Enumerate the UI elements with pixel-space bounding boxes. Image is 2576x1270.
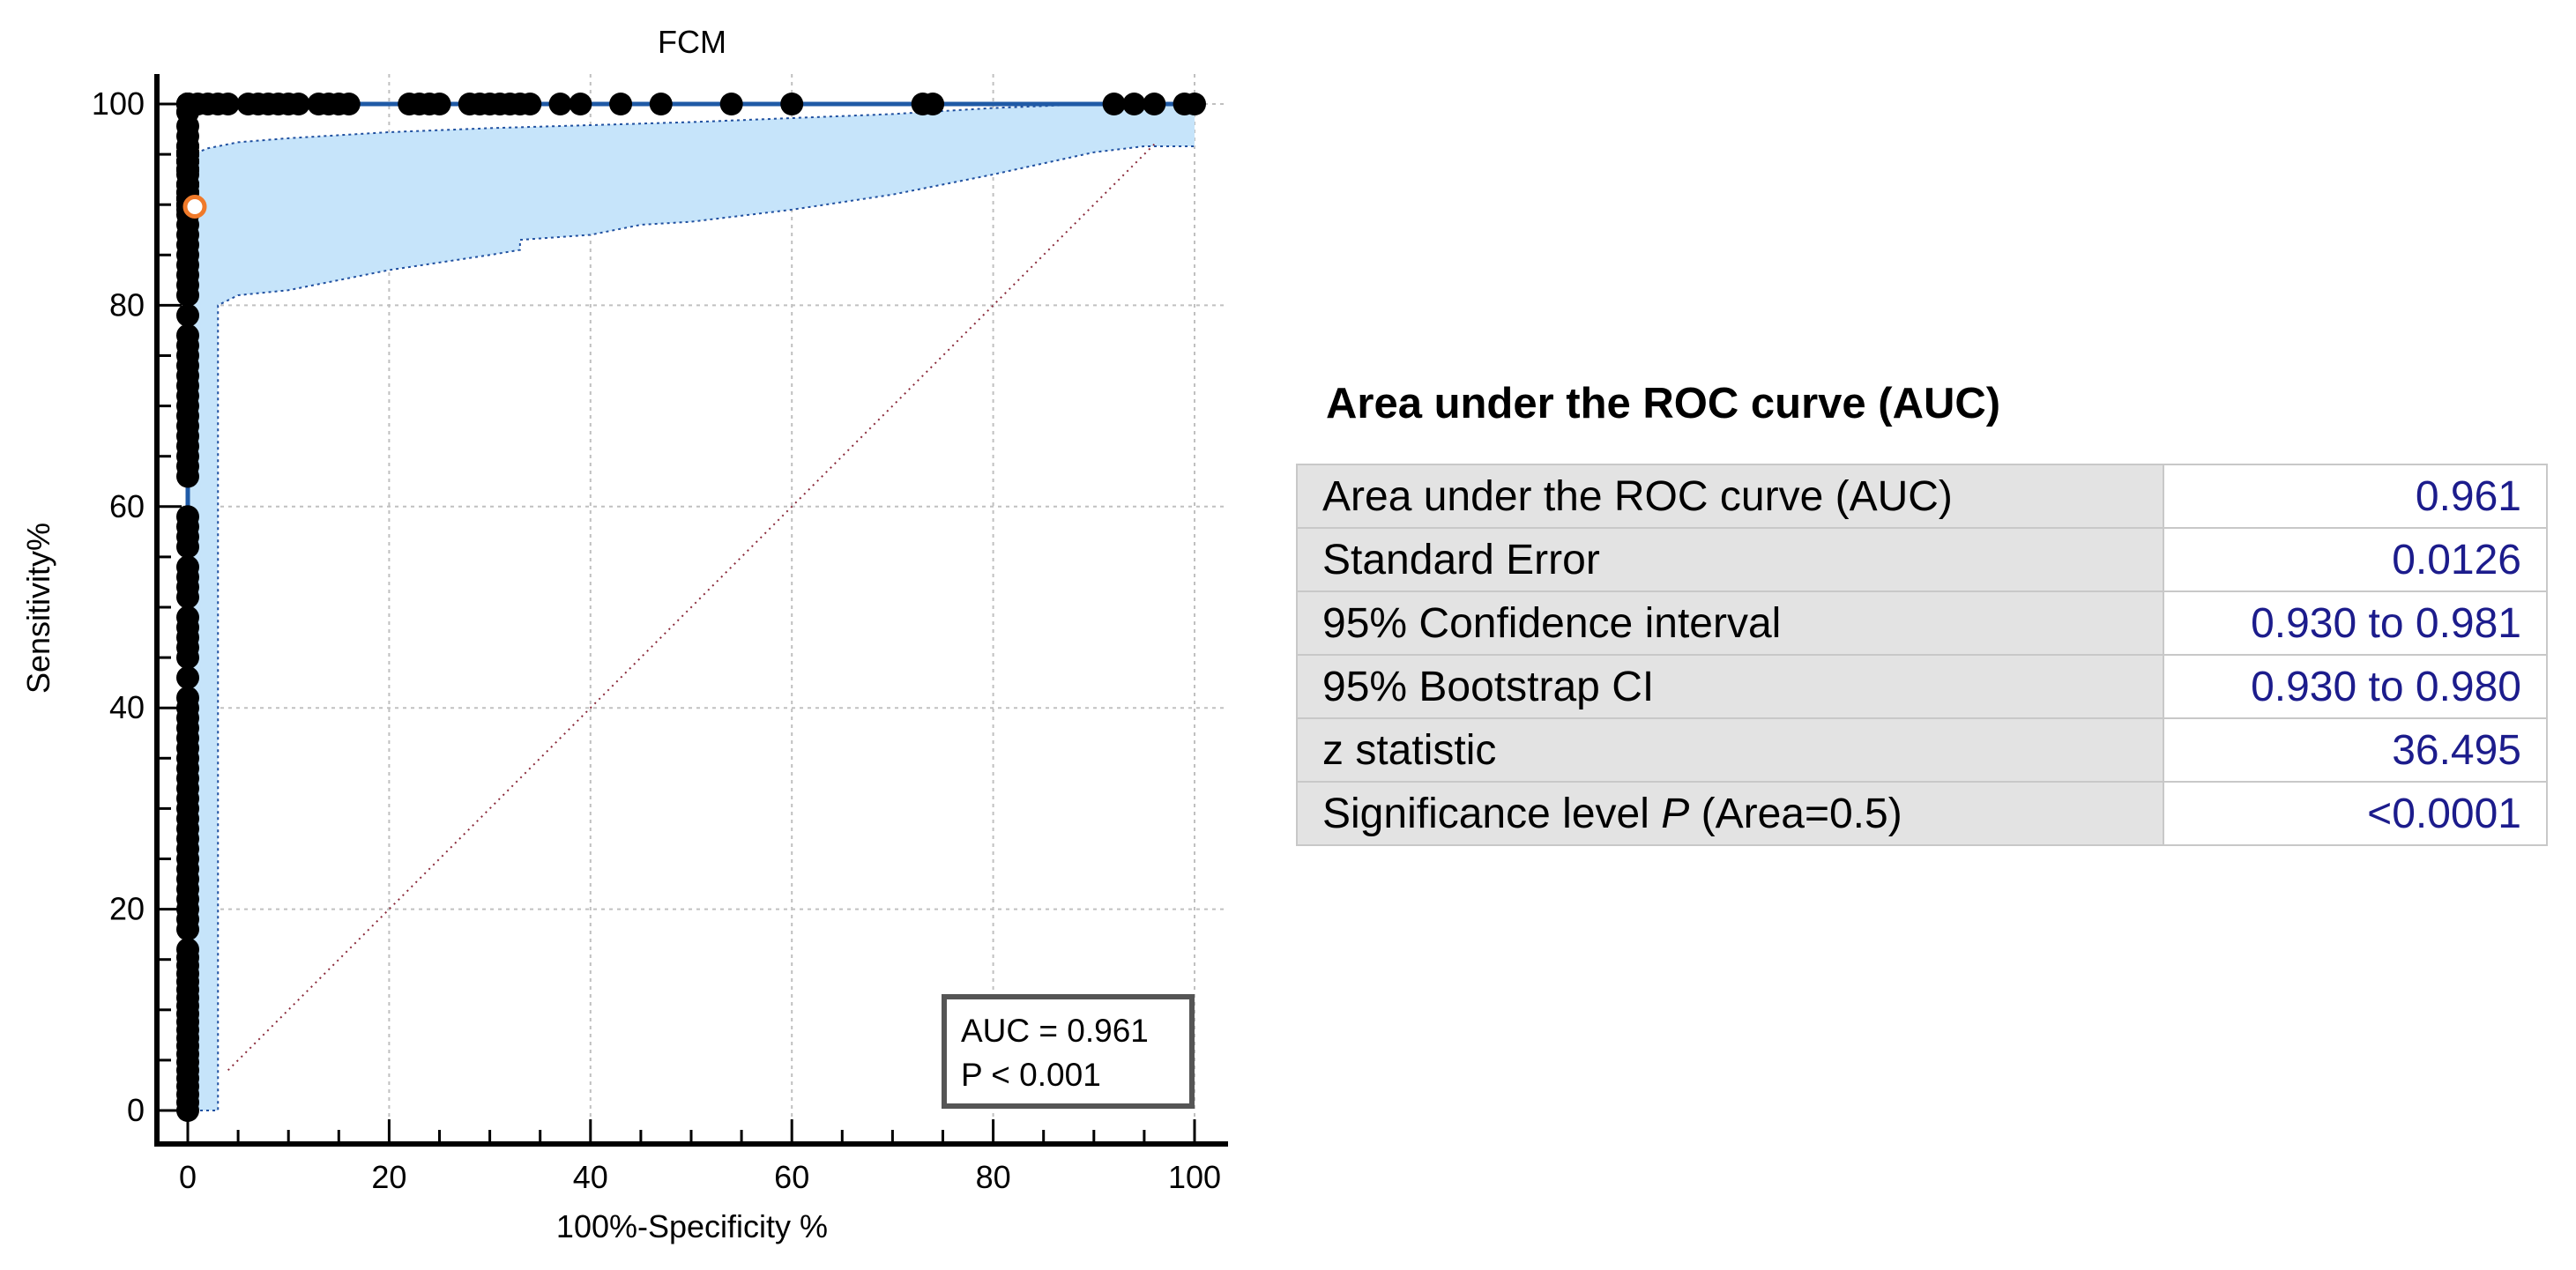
y-tick-label: 100 <box>92 85 145 122</box>
roc-data-point <box>176 505 199 529</box>
table-row: Standard Error 0.0126 <box>1296 527 2548 592</box>
row-value: 36.495 <box>2163 717 2548 783</box>
x-tick-label: 0 <box>179 1159 197 1195</box>
table-row: 95% Confidence interval 0.930 to 0.981 <box>1296 590 2548 656</box>
row-label: z statistic <box>1296 717 2164 783</box>
auc-legend-box <box>942 994 1195 1109</box>
significance-label-italic: P <box>1661 790 1690 837</box>
roc-data-point <box>1122 93 1146 115</box>
roc-data-point <box>428 93 451 115</box>
row-value: 0.930 to 0.980 <box>2163 654 2548 719</box>
x-tick-label: 20 <box>371 1159 406 1195</box>
axes <box>154 74 1228 1147</box>
table-row: z statistic 36.495 <box>1296 717 2548 783</box>
y-axis-label: Sensitivity% <box>20 523 56 694</box>
significance-label: Significance level P (Area=0.5) <box>1296 781 2164 846</box>
roc-data-point <box>719 93 743 115</box>
chart-title: FCM <box>658 24 726 60</box>
x-axis-label: 100%-Specificity % <box>556 1208 828 1244</box>
row-value: 0.961 <box>2163 464 2548 529</box>
roc-data-point <box>176 605 199 629</box>
roc-data-point <box>649 93 673 115</box>
roc-data-point <box>609 93 633 115</box>
roc-data-point <box>176 665 199 689</box>
roc-data-point <box>216 93 240 115</box>
roc-data-point <box>569 93 592 115</box>
x-tick-label: 60 <box>774 1159 809 1195</box>
row-value: 0.0126 <box>2163 527 2548 592</box>
confidence-band-lower-edge <box>188 145 1195 1111</box>
row-value: 0.930 to 0.981 <box>2163 590 2548 656</box>
significance-label-post: (Area=0.5) <box>1701 790 1902 837</box>
roc-chart: 0 20 40 60 80 100 0 20 40 60 80 100 FCM 100%-Specif… <box>20 24 1228 1244</box>
roc-data-point <box>1143 93 1166 115</box>
y-tick-label: 60 <box>109 488 145 524</box>
y-tick-label: 20 <box>109 891 145 927</box>
roc-data-point <box>176 323 199 347</box>
row-label: Standard Error <box>1296 527 2164 592</box>
grid-lines <box>157 74 1228 1144</box>
row-label: 95% Confidence interval <box>1296 590 2164 656</box>
roc-data-point <box>518 93 542 115</box>
auc-table: Area under the ROC curve (AUC) 0.961 Sta… <box>1296 464 2548 846</box>
table-row: Significance level P (Area=0.5) <0.0001 <box>1296 781 2548 846</box>
y-tick-label: 80 <box>109 286 145 323</box>
roc-data-point <box>337 93 361 115</box>
legend-auc-text: AUC = 0.961 <box>961 1013 1149 1049</box>
row-label: 95% Bootstrap CI <box>1296 654 2164 719</box>
roc-data-point <box>548 93 572 115</box>
roc-data-point <box>176 938 199 962</box>
roc-data-point <box>176 686 199 709</box>
row-label: Area under the ROC curve (AUC) <box>1296 464 2164 529</box>
legend-p-text: P < 0.001 <box>961 1057 1101 1093</box>
y-tick-label: 40 <box>109 689 145 725</box>
x-tick-label: 40 <box>573 1159 608 1195</box>
roc-data-point <box>921 93 945 115</box>
reference-diagonal-line <box>227 143 1156 1072</box>
auc-panel-heading: Area under the ROC curve (AUC) <box>1326 380 2001 427</box>
tick-labels: 0 20 40 60 80 100 0 20 40 60 80 100 <box>92 85 1221 1195</box>
auc-panel: Area under the ROC curve (AUC) Area unde… <box>1296 379 2565 846</box>
confidence-band-upper-edge <box>187 103 1195 226</box>
y-tick-label: 0 <box>127 1092 145 1128</box>
significance-value: <0.0001 <box>2163 781 2548 846</box>
significance-label-pre: Significance level <box>1322 790 1649 837</box>
confidence-band <box>188 104 1195 1110</box>
roc-data-point <box>780 93 804 115</box>
roc-data-point <box>1183 93 1206 115</box>
table-row: Area under the ROC curve (AUC) 0.961 <box>1296 464 2548 529</box>
x-tick-label: 80 <box>976 1159 1011 1195</box>
roc-data-point <box>176 555 199 579</box>
table-row: 95% Bootstrap CI 0.930 to 0.980 <box>1296 654 2548 719</box>
roc-data-point <box>176 303 199 327</box>
roc-data-point <box>1102 93 1126 115</box>
optimal-cutoff-point <box>182 194 207 219</box>
roc-data-point <box>287 93 310 115</box>
x-tick-label: 100 <box>1168 1159 1221 1195</box>
